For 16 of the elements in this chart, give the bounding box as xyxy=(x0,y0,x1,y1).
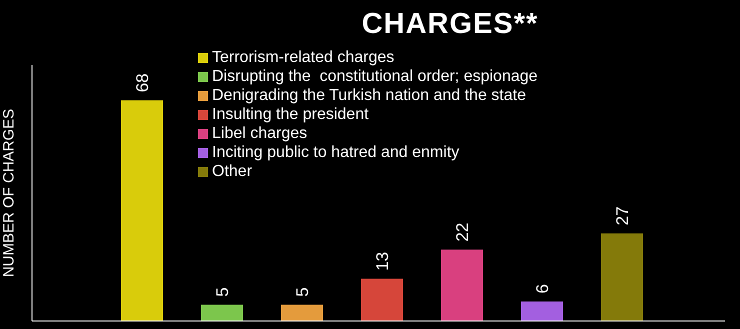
data-label: 5 xyxy=(213,287,232,297)
legend-label: Disrupting the constitutional order; espionage xyxy=(212,68,538,85)
y-axis-title: NUMBER OF CHARGES xyxy=(0,108,18,278)
legend-label: Other xyxy=(212,163,252,180)
data-label: 13 xyxy=(373,252,392,271)
legend-label: Denigrading the Turkish nation and the state xyxy=(212,87,526,104)
legend-label: Inciting public to hatred and enmity xyxy=(212,144,460,161)
data-label: 5 xyxy=(293,287,312,297)
data-label: 6 xyxy=(533,284,552,294)
chart-title: CHARGES** xyxy=(360,8,540,41)
data-label: 27 xyxy=(613,206,632,226)
legend-label: Insulting the president xyxy=(212,106,369,123)
data-label: 68 xyxy=(133,73,152,92)
data-label: 22 xyxy=(453,222,472,242)
legend-label: Libel charges xyxy=(212,125,308,142)
legend-label: Terrorism-related charges xyxy=(212,49,394,66)
